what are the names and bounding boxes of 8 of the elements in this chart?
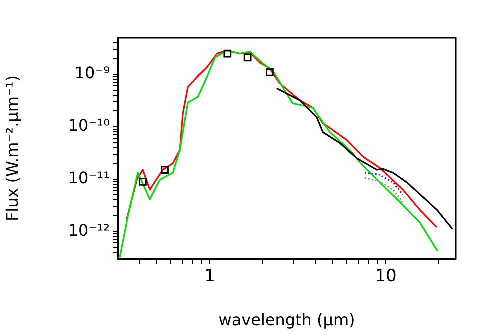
y-tick-label: 10⁻¹¹: [68, 168, 110, 188]
y-tick-label: 10⁻¹²: [68, 220, 110, 240]
y-axis-title: Flux (W.m⁻².μm⁻¹): [2, 75, 22, 222]
y-tick-label: 10⁻¹⁰: [68, 116, 110, 136]
x-tick-label: 1: [204, 266, 216, 287]
x-tick-label: 10: [375, 266, 397, 287]
y-tick-label: 10⁻⁹: [74, 64, 110, 83]
x-axis-title: wavelength (μm): [218, 310, 356, 330]
